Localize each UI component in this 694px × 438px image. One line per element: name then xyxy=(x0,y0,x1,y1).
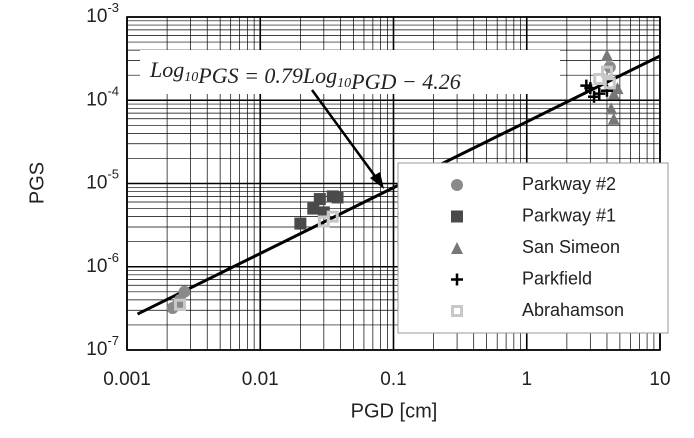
point xyxy=(294,217,307,230)
point xyxy=(607,112,620,125)
y-tick-label: 10-7 xyxy=(86,333,119,360)
annotation: Log10PGS = 0.79Log10PGD − 4.26 xyxy=(149,57,461,94)
point xyxy=(307,202,320,215)
point xyxy=(331,191,344,204)
y-tick-label: 10-5 xyxy=(86,167,119,194)
point xyxy=(593,72,606,85)
point xyxy=(178,285,191,298)
legend-label: Parkway #1 xyxy=(522,205,616,225)
legend: Parkway #2 Parkway #1 San Simeon Parkfield A… xyxy=(397,162,669,334)
point xyxy=(584,82,597,95)
legend-label: Abrahamson xyxy=(522,300,624,320)
point xyxy=(593,87,606,100)
legend-box xyxy=(397,162,669,334)
point xyxy=(600,65,613,78)
point xyxy=(326,210,339,223)
point xyxy=(600,48,613,61)
x-tick-label: 10 xyxy=(649,369,670,390)
y-tick-label: 10-3 xyxy=(86,0,119,27)
legend-marker xyxy=(451,273,463,286)
point xyxy=(611,82,624,95)
point xyxy=(605,102,618,115)
annotation-arrow xyxy=(310,89,382,184)
x-tick-label: 0.01 xyxy=(242,369,279,390)
x-tick-label: 0.1 xyxy=(380,369,406,390)
legend-label: Parkfield xyxy=(522,268,592,288)
point xyxy=(603,77,616,90)
y-tick-label: 10-4 xyxy=(86,84,119,111)
point xyxy=(313,193,326,206)
y-tick-label: 10-6 xyxy=(86,250,119,277)
legend-marker xyxy=(451,242,463,254)
legend-marker xyxy=(451,210,463,223)
legend-marker xyxy=(451,179,463,191)
legend-label: San Simeon xyxy=(522,237,620,257)
x-tick-label: 0.001 xyxy=(103,369,151,390)
arrow-head xyxy=(370,172,384,189)
legend-label: Parkway #2 xyxy=(522,174,616,194)
legend-marker xyxy=(451,305,463,317)
x-axis-title: PGD [cm] xyxy=(351,400,438,422)
point xyxy=(174,298,187,311)
y-axis-title: PGS xyxy=(26,162,48,204)
x-tick-label: 1 xyxy=(521,369,532,390)
annotation-box xyxy=(140,50,560,94)
